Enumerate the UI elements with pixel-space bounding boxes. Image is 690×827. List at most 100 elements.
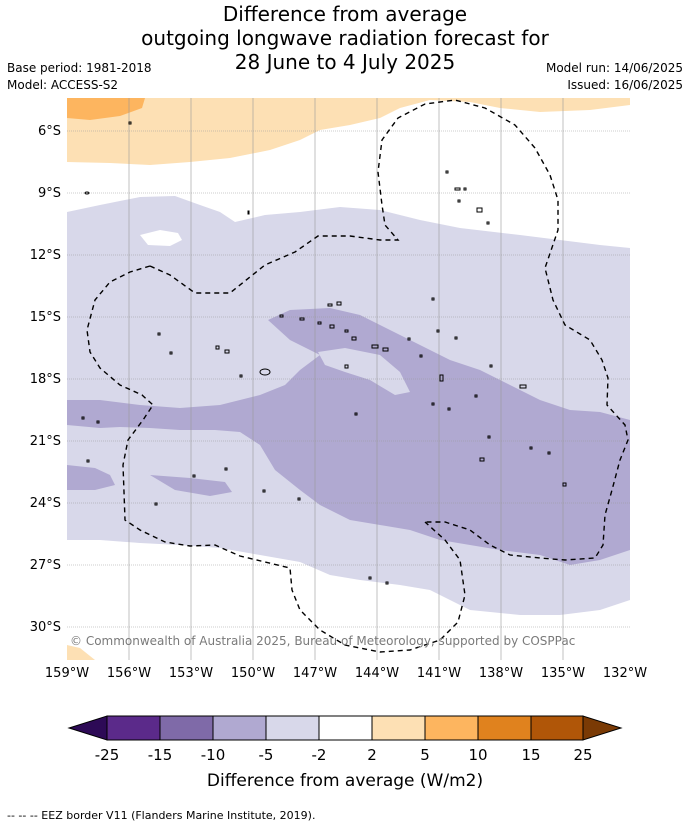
island [431,402,435,406]
colorbar-segment [160,716,213,740]
colorbar [67,715,623,741]
colorbar-tick-label: 10 [468,746,488,764]
island [317,321,322,325]
model-name: Model: ACCESS-S2 [7,78,119,92]
lat-label: 21°S [29,434,61,449]
island [344,364,349,369]
island [547,451,551,455]
lon-label: 150°W [230,666,276,681]
lon-label: 147°W [292,666,338,681]
colorbar-segment [319,716,372,740]
colorbar-tick-label: -10 [200,746,226,764]
island [371,344,379,349]
island [447,407,451,411]
colorbar-tick-label: 15 [521,746,541,764]
colorbar-tick-label: 5 [420,746,430,764]
lon-label: 135°W [540,666,586,681]
lon-label: 138°W [478,666,524,681]
island [486,221,490,225]
island [476,207,483,213]
meta-right: Model run: 14/06/2025 Issued: 16/06/2025 [546,60,683,94]
neutral-hole [140,230,182,246]
lat-label: 12°S [29,248,61,263]
colorbar-extend-high [582,715,623,741]
island [479,457,485,462]
lat-label: 15°S [29,310,61,325]
island [169,351,173,355]
colorbar-tick-label: 2 [367,746,377,764]
lon-label: 159°W [44,666,90,681]
lat-label: 9°S [37,186,61,201]
island [436,329,440,333]
anomaly-region-medium-west [67,465,115,490]
island [259,368,271,376]
anomaly-region-positive-top [67,98,630,165]
island [489,364,493,368]
island [529,446,533,450]
island [454,187,461,191]
lon-label: 132°W [602,666,648,681]
colorbar-segment [478,716,531,740]
island [445,170,449,174]
lon-label: 144°W [354,666,400,681]
island [239,374,243,378]
island [385,581,389,585]
lat-label: 24°S [29,496,61,511]
colorbar-tick-label: -15 [147,746,173,764]
colorbar-title: Difference from average (W/m2) [206,771,484,791]
island [247,210,250,215]
colorbar-segment [213,716,266,740]
light-intrusion [318,348,410,395]
island [279,314,284,318]
island [354,412,358,416]
colorbar-tick-label: -5 [258,746,274,764]
island [157,332,161,336]
lat-label: 18°S [29,372,61,387]
colorbar-tick-label: -25 [94,746,120,764]
island [297,497,301,501]
model-run: Model run: 14/06/2025 [545,61,683,75]
island [457,199,461,203]
lat-label: 27°S [29,558,61,573]
island [439,374,444,382]
island [344,329,349,333]
island [84,191,90,195]
island [96,420,100,424]
island [81,416,85,420]
base-period: Base period: 1981-2018 [7,61,152,75]
island [487,435,491,439]
colorbar-tick-label: -2 [311,746,327,764]
island [299,317,305,321]
footnote-eez: -- -- -- EEZ border V11 (Flanders Marine… [7,809,316,822]
eez-border-cook-islands [86,265,466,653]
island [224,467,228,471]
island [519,384,527,389]
island [262,489,266,493]
island [463,187,467,191]
island [368,576,372,580]
island [382,347,389,352]
island [86,459,90,463]
issued-date: Issued: 16/06/2025 [567,78,683,92]
colorbar-segment [372,716,425,740]
colorbar-segment [531,716,583,740]
colorbar-tick-label: 25 [573,746,593,764]
colorbar-segment [266,716,319,740]
island [215,345,220,350]
island [431,297,435,301]
island [224,349,230,354]
colorbar-dividers [159,716,532,740]
island [454,336,458,340]
island [351,336,357,341]
colorbar-segment [107,716,160,740]
island [329,324,335,329]
colorbar-segment [425,716,478,740]
colorbar-extend-low [67,715,108,741]
island [419,354,423,358]
island [192,474,196,478]
title-line-3: 28 June to 4 July 2025 [234,50,456,74]
island [474,394,478,398]
title-line-2: outgoing longwave radiation forecast for [141,26,549,50]
island [562,482,567,487]
